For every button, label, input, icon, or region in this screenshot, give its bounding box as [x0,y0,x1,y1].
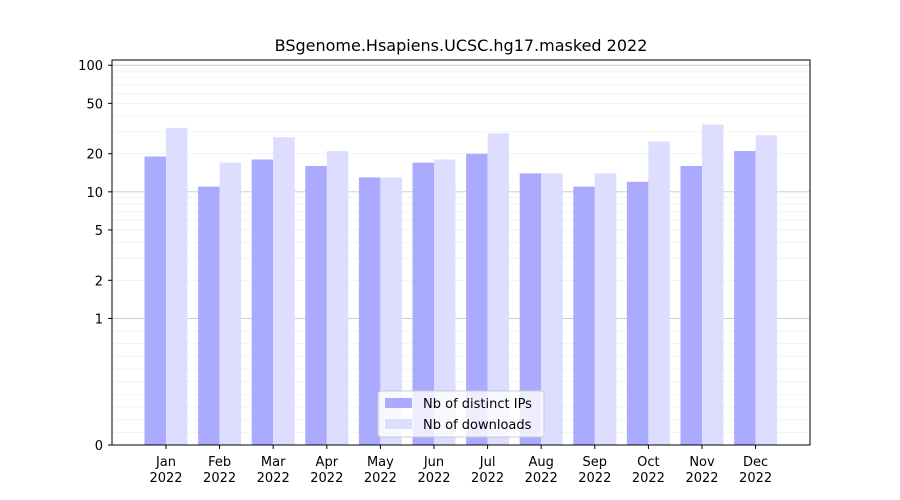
x-tick-label: Sep 2022 [578,455,611,486]
x-axis: Jan 2022 Feb 2022 Mar 2022 Apr 2022 May 2022 Jun 20… [149,445,772,486]
bar-downloads [541,173,563,445]
x-tick-label: Jun 2022 [417,455,450,486]
y-tick-label: 100 [78,59,103,74]
bar-downloads [487,133,510,445]
bar-distinct-ips [412,162,434,445]
y-axis: 0 1 2 5 10 20 50 100 [78,59,112,454]
legend: Nb of distinct IPs Nb of downloads [377,390,545,438]
bar-downloads [166,127,188,445]
x-tick-label: Jul 2022 [471,455,504,486]
bar-downloads [380,177,402,446]
bar-downloads [273,137,295,446]
bar-downloads [326,151,349,445]
bar-distinct-ips [358,177,381,446]
bar-distinct-ips [573,186,595,446]
chart-title: BSgenome.Hsapiens.UCSC.hg17.masked 2022 [275,36,648,55]
legend-swatch-distinct-ips [385,398,412,408]
legend-label-distinct-ips: Nb of distinct IPs [423,397,532,412]
bar-distinct-ips [680,165,702,446]
bar-distinct-ips [466,153,488,446]
x-tick-label: Feb 2022 [203,455,236,486]
legend-label-downloads: Nb of downloads [423,418,532,433]
bar-distinct-ips [144,156,166,446]
bar-distinct-ips [251,159,274,445]
y-tick-label: 2 [95,274,103,289]
y-tick-label: 0 [95,439,103,454]
x-tick-label: Apr 2022 [310,455,343,486]
bar-downloads [755,135,778,445]
bar-downloads [434,159,456,445]
legend-box [377,390,545,438]
x-tick-label: Jan 2022 [149,455,182,486]
x-tick-label: Dec 2022 [739,455,772,486]
x-tick-label: Aug 2022 [525,455,558,486]
plot-frame [111,59,811,446]
x-tick-label: Nov 2022 [685,455,718,486]
y-tick-label: 50 [86,97,103,112]
x-tick-label: May 2022 [364,455,397,486]
bar-distinct-ips [734,151,756,445]
bar-distinct-ips [626,181,649,445]
bar-distinct-ips [305,165,327,446]
x-tick-label: Mar 2022 [257,455,290,486]
y-tick-label: 10 [86,186,103,201]
bars [144,124,778,446]
bar-distinct-ips [198,186,220,446]
bar-downloads [702,124,724,445]
bar-downloads [594,173,617,445]
bar-distinct-ips [519,173,542,445]
y-tick-label: 1 [95,312,103,327]
y-tick-label: 5 [95,224,103,239]
bar-downloads [648,141,670,445]
bar-downloads [219,162,242,445]
legend-swatch-downloads [385,419,412,429]
x-tick-label: Oct 2022 [632,455,665,486]
y-tick-label: 20 [86,148,103,163]
